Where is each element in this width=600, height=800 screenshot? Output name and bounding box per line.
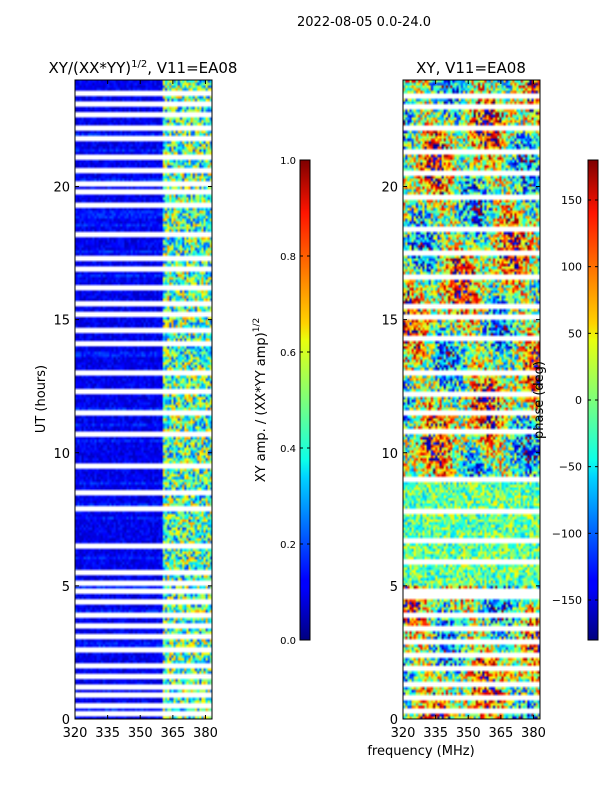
amplitude-plot-frame <box>74 79 213 720</box>
phase-xtick-label: 380 <box>521 726 546 741</box>
amplitude-xtick-label: 380 <box>193 726 218 741</box>
amplitude-colorbar-tick-label: 0.0 <box>280 636 296 647</box>
phase-panel: XY, V11=EA08 320 335 350 365 380 0 5 10 15 20 <box>381 59 545 741</box>
amplitude-xtick-label: 350 <box>128 726 153 741</box>
phase-ytick-label: 15 <box>381 314 398 329</box>
amplitude-colorbar-tick-label: 1.0 <box>280 156 296 167</box>
phase-colorbar-tick-label: −150 <box>552 594 582 607</box>
phase-colorbar-label: phase (deg) <box>532 361 547 439</box>
phase-ytick-label: 20 <box>381 181 398 196</box>
phase-xtick-label: 350 <box>456 726 481 741</box>
phase-ytick-label: 10 <box>381 447 398 462</box>
phase-colorbar-tick-label: −100 <box>552 527 582 540</box>
amplitude-heatmap <box>75 80 212 719</box>
figure-xlabel: frequency (MHz) <box>367 744 474 759</box>
phase-colorbar-tick-label: 50 <box>568 327 582 340</box>
amplitude-panel: XY/(XX*YY)1/2, V11=EA08 320 335 350 365 380 0… <box>34 59 237 741</box>
amplitude-colorbar-tick-label: 0.2 <box>280 540 296 551</box>
phase-ytick-label: 5 <box>390 580 398 595</box>
amplitude-colorbar-tick-label: 0.8 <box>280 252 296 263</box>
phase-ytick-label: 0 <box>390 713 398 728</box>
amplitude-xtick-label: 335 <box>95 726 120 741</box>
amplitude-colorbar-label: XY amp. / (XX*YY amp)1/2 <box>252 318 269 482</box>
amplitude-colorbar-tick-label: 0.6 <box>280 348 296 359</box>
amplitude-ytick-label: 10 <box>53 447 70 462</box>
amplitude-ytick-label: 5 <box>62 580 70 595</box>
phase-panel-title: XY, V11=EA08 <box>416 59 526 77</box>
amplitude-xtick-label: 320 <box>63 726 88 741</box>
amplitude-ytick-label: 15 <box>53 314 70 329</box>
amplitude-ytick-label: 0 <box>62 713 70 728</box>
phase-xtick-label: 365 <box>488 726 513 741</box>
phase-xtick-label: 320 <box>391 726 416 741</box>
phase-xtick-label: 335 <box>423 726 448 741</box>
amplitude-xtick-label: 365 <box>160 726 185 741</box>
figure-suptitle: 2022-08-05 0.0-24.0 <box>297 15 431 30</box>
phase-colorbar-tick-label: 100 <box>561 261 582 274</box>
phase-colorbar-tick-label: 0 <box>575 394 582 407</box>
phase-heatmap <box>403 80 540 719</box>
amplitude-ytick-label: 20 <box>53 181 70 196</box>
phase-colorbar: −150 −100 −50 0 50 100 150 phase (deg) <box>532 159 599 641</box>
amplitude-ylabel: UT (hours) <box>34 365 49 433</box>
amplitude-panel-title: XY/(XX*YY)1/2, V11=EA08 <box>49 59 238 77</box>
phase-colorbar-tick-label: 150 <box>561 194 582 207</box>
amplitude-colorbar: 0.0 0.2 0.4 0.6 0.8 1.0 XY amp. / (XX*YY amp)… <box>252 156 311 647</box>
amplitude-colorbar-tick-label: 0.4 <box>280 444 296 455</box>
amplitude-colorbar-gradient <box>299 159 311 641</box>
phase-colorbar-tick-label: −50 <box>559 461 582 474</box>
phase-plot-frame <box>402 79 541 720</box>
